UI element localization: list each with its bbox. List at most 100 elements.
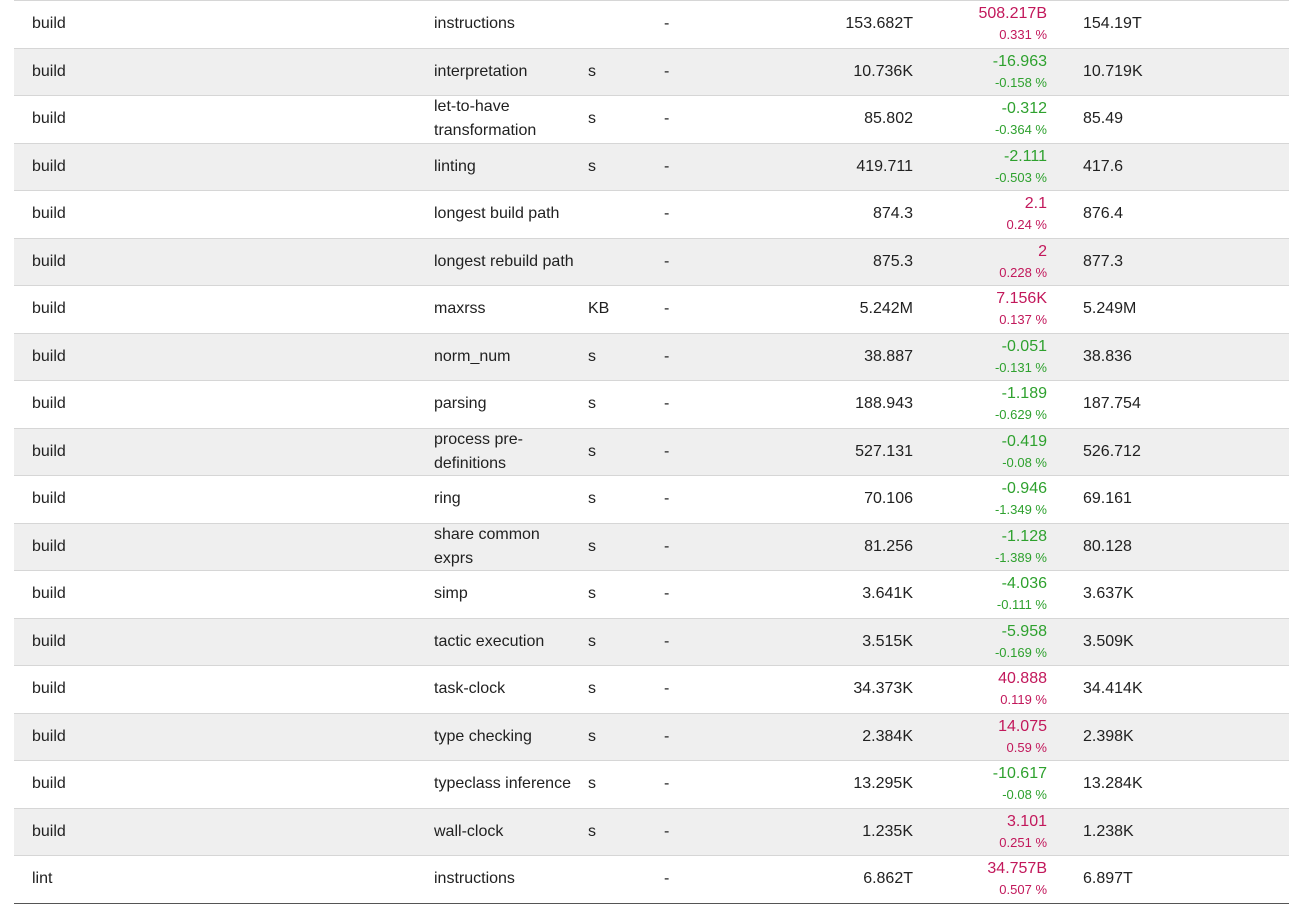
old-value-cell: 34.373K: [853, 680, 913, 698]
metric-cell: instructions: [434, 15, 515, 33]
significance-cell: -: [664, 775, 670, 793]
unit-cell: s: [588, 110, 596, 128]
benchmark-cell: build: [32, 110, 66, 128]
benchmark-cell: build: [32, 347, 66, 365]
new-value-cell: 13.284K: [1083, 775, 1143, 793]
significance-cell: -: [664, 537, 670, 555]
new-value-cell: 5.249M: [1083, 300, 1137, 318]
diff-absolute: -2.111: [1004, 147, 1047, 165]
table-row: build share common exprs s - 81.256 -1.1…: [14, 523, 1289, 571]
table-row: build tactic execution s - 3.515K -5.958…: [14, 618, 1289, 666]
table-row: build let-to-have transformation s - 85.…: [14, 96, 1289, 144]
new-value-cell: 3.637K: [1083, 585, 1134, 603]
metric-cell: norm_num: [434, 347, 511, 365]
new-value-cell: 10.719K: [1083, 62, 1143, 80]
benchmark-cell: build: [32, 205, 66, 223]
metric-cell: parsing: [434, 395, 487, 413]
diff-cell: 14.075 0.59 %: [914, 714, 1047, 761]
unit-cell: s: [588, 395, 596, 413]
diff-cell: -1.128 -1.389 %: [914, 524, 1047, 571]
table-row: build maxrss KB - 5.242M 7.156K 0.137 % …: [14, 286, 1289, 334]
table-row: build longest build path - 874.3 2.1 0.2…: [14, 191, 1289, 239]
diff-absolute: -16.963: [992, 52, 1047, 70]
metric-cell: maxrss: [434, 300, 486, 318]
benchmark-cell: build: [32, 822, 66, 840]
diff-cell: -2.111 -0.503 %: [914, 144, 1047, 191]
benchmark-cell: build: [32, 537, 66, 555]
unit-cell: s: [588, 62, 596, 80]
diff-absolute: 3.101: [1006, 812, 1047, 830]
diff-percent: -1.349 %: [994, 502, 1047, 518]
benchmark-cell: build: [32, 632, 66, 650]
table-row: build process pre-definitions s - 527.13…: [14, 428, 1289, 476]
table-row: build linting s - 419.711 -2.111 -0.503 …: [14, 143, 1289, 191]
table-top-divider: [14, 0, 1289, 1]
diff-cell: -0.419 -0.08 %: [914, 429, 1047, 476]
significance-cell: -: [664, 395, 670, 413]
new-value-cell: 3.509K: [1083, 632, 1134, 650]
diff-cell: -5.958 -0.169 %: [914, 619, 1047, 666]
diff-absolute: -0.946: [1001, 480, 1047, 498]
old-value-cell: 6.862T: [863, 870, 913, 888]
unit-cell: [588, 239, 648, 286]
unit-cell: s: [588, 157, 596, 175]
metric-cell: simp: [434, 585, 468, 603]
old-value-cell: 153.682T: [845, 15, 913, 33]
old-value-cell: 419.711: [856, 157, 913, 175]
benchmark-cell: build: [32, 395, 66, 413]
table-row: build instructions - 153.682T 508.217B 0…: [14, 1, 1289, 49]
diff-percent: -0.169 %: [994, 644, 1047, 660]
old-value-cell: 13.295K: [853, 775, 913, 793]
metric-cell: instructions: [434, 870, 515, 888]
significance-cell: -: [664, 727, 670, 745]
diff-absolute: 2.1: [1024, 195, 1047, 213]
metric-cell: interpretation: [434, 62, 528, 80]
new-value-cell: 6.897T: [1083, 870, 1133, 888]
diff-cell: -1.189 -0.629 %: [914, 381, 1047, 428]
diff-cell: 7.156K 0.137 %: [914, 286, 1047, 333]
diff-percent: 0.137 %: [999, 312, 1047, 328]
metric-cell: tactic execution: [434, 632, 545, 650]
diff-percent: 0.228 %: [999, 264, 1047, 280]
diff-cell: 40.888 0.119 %: [914, 666, 1047, 713]
diff-percent: -0.364 %: [994, 122, 1047, 138]
table-row: build longest rebuild path - 875.3 2 0.2…: [14, 238, 1289, 286]
table-row: build ring s - 70.106 -0.946 -1.349 % 69…: [14, 476, 1289, 524]
unit-cell: [588, 191, 648, 238]
unit-cell: s: [588, 585, 596, 603]
table-row: build wall-clock s - 1.235K 3.101 0.251 …: [14, 808, 1289, 856]
benchmark-comparison-table: build instructions - 153.682T 508.217B 0…: [14, 0, 1289, 904]
old-value-cell: 527.131: [855, 442, 913, 460]
diff-absolute: -0.051: [1001, 337, 1047, 355]
diff-percent: 0.507 %: [999, 882, 1047, 898]
diff-absolute: -1.189: [1001, 385, 1047, 403]
diff-cell: -0.051 -0.131 %: [914, 334, 1047, 381]
new-value-cell: 417.6: [1083, 157, 1124, 175]
metric-cell: type checking: [434, 727, 532, 745]
benchmark-cell: build: [32, 442, 66, 460]
old-value-cell: 81.256: [864, 537, 913, 555]
diff-cell: 2.1 0.24 %: [914, 191, 1047, 238]
metric-cell: process pre-definitions: [434, 430, 523, 472]
diff-absolute: 40.888: [998, 670, 1047, 688]
table-row: build simp s - 3.641K -4.036 -0.111 % 3.…: [14, 571, 1289, 619]
diff-percent: 0.119 %: [1000, 692, 1047, 708]
metric-cell: task-clock: [434, 680, 506, 698]
old-value-cell: 3.641K: [862, 585, 913, 603]
unit-cell: s: [588, 490, 596, 508]
unit-cell: s: [588, 727, 596, 745]
diff-percent: -0.08 %: [1002, 454, 1047, 470]
diff-absolute: -10.617: [992, 765, 1047, 783]
benchmark-cell: build: [32, 490, 66, 508]
unit-cell: KB: [588, 300, 610, 318]
diff-cell: -16.963 -0.158 %: [914, 49, 1047, 96]
new-value-cell: 154.19T: [1083, 15, 1142, 33]
diff-absolute: 14.075: [998, 717, 1047, 735]
old-value-cell: 38.887: [864, 347, 913, 365]
unit-cell: [588, 856, 648, 903]
diff-absolute: 34.757B: [987, 860, 1047, 878]
table-row: lint instructions - 6.862T 34.757B 0.507…: [14, 856, 1289, 904]
significance-cell: -: [664, 15, 670, 33]
benchmark-cell: lint: [32, 870, 53, 888]
table-row: build norm_num s - 38.887 -0.051 -0.131 …: [14, 333, 1289, 381]
